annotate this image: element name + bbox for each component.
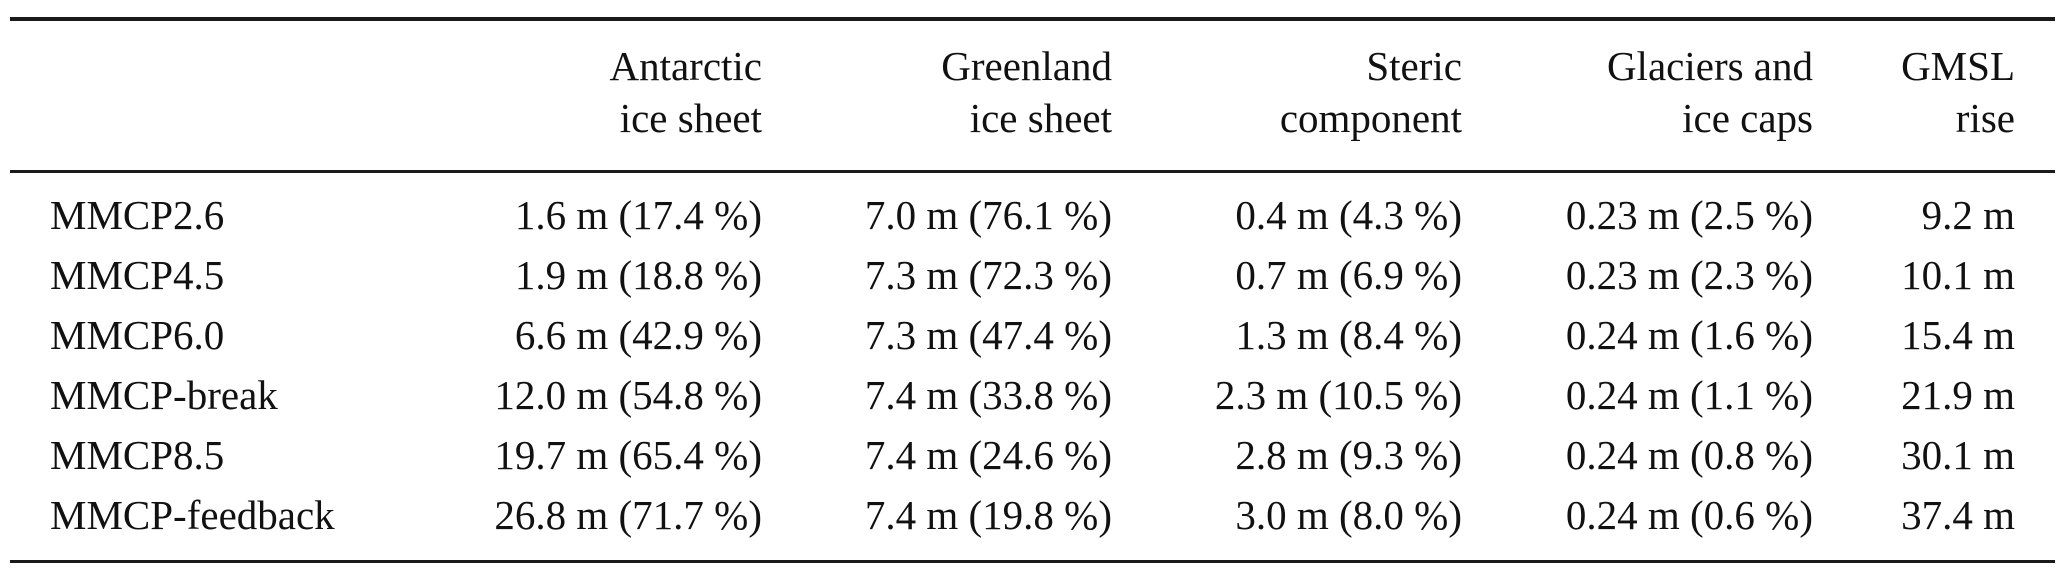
gmsl-cell: 37.4 m (1901, 492, 2015, 538)
glaciers-cell: 0.24 m (1.1 %) (1565, 372, 1813, 418)
header-pad (2015, 21, 2055, 170)
table-row: MMCP4.5 1.9 m (18.8 %) 7.3 m (72.3 %) 0.… (10, 245, 2055, 305)
bottom-rule (10, 560, 2055, 563)
glaciers-cell: 0.23 m (2.5 %) (1565, 192, 1813, 238)
antarctic-cell: 6.6 m (42.9 %) (514, 312, 762, 358)
glaciers-cell: 0.23 m (2.3 %) (1565, 252, 1813, 298)
glaciers-cell: 0.24 m (0.6 %) (1565, 492, 1813, 538)
greenland-cell: 7.3 m (72.3 %) (864, 252, 1112, 298)
greenland-cell: 7.3 m (47.4 %) (864, 312, 1112, 358)
header-steric: Steric component (1279, 43, 1462, 141)
scenario-cell: MMCP8.5 (50, 432, 225, 478)
header-greenland: Greenland ice sheet (941, 43, 1112, 141)
table-row: MMCP6.0 6.6 m (42.9 %) 7.3 m (47.4 %) 1.… (10, 305, 2055, 365)
header-antarctic: Antarctic ice sheet (609, 43, 762, 141)
gmsl-cell: 30.1 m (1901, 432, 2015, 478)
scenario-cell: MMCP-feedback (50, 492, 335, 538)
gmsl-cell: 21.9 m (1901, 372, 2015, 418)
table-row: MMCP2.6 1.6 m (17.4 %) 7.0 m (76.1 %) 0.… (10, 170, 2055, 245)
glaciers-cell: 0.24 m (1.6 %) (1565, 312, 1813, 358)
sea-level-contribution-table: Antarctic ice sheet Greenland ice sheet … (10, 21, 2055, 545)
greenland-cell: 7.4 m (33.8 %) (864, 372, 1112, 418)
scenario-cell: MMCP6.0 (50, 312, 225, 358)
steric-cell: 2.3 m (10.5 %) (1214, 372, 1462, 418)
antarctic-cell: 1.9 m (18.8 %) (514, 252, 762, 298)
steric-cell: 0.4 m (4.3 %) (1235, 192, 1462, 238)
glaciers-cell: 0.24 m (0.8 %) (1565, 432, 1813, 478)
gmsl-cell: 15.4 m (1901, 312, 2015, 358)
scenario-cell: MMCP2.6 (50, 192, 225, 238)
top-rule (10, 17, 2055, 21)
steric-cell: 2.8 m (9.3 %) (1235, 432, 1462, 478)
antarctic-cell: 26.8 m (71.7 %) (494, 492, 762, 538)
header-gmsl: GMSL rise (1901, 43, 2015, 141)
scenario-cell: MMCP-break (50, 372, 278, 418)
gmsl-cell: 9.2 m (1921, 192, 2015, 238)
greenland-cell: 7.4 m (19.8 %) (864, 492, 1112, 538)
scenario-cell: MMCP4.5 (50, 252, 225, 298)
table-row: MMCP-feedback 26.8 m (71.7 %) 7.4 m (19.… (10, 485, 2055, 545)
header-glaciers: Glaciers and ice caps (1606, 43, 1813, 141)
table-row: MMCP-break 12.0 m (54.8 %) 7.4 m (33.8 %… (10, 365, 2055, 425)
header-scenario (10, 21, 330, 170)
header-rule (10, 170, 2055, 173)
steric-cell: 0.7 m (6.9 %) (1235, 252, 1462, 298)
header-row: Antarctic ice sheet Greenland ice sheet … (10, 21, 2055, 170)
antarctic-cell: 12.0 m (54.8 %) (494, 372, 762, 418)
antarctic-cell: 1.6 m (17.4 %) (514, 192, 762, 238)
greenland-cell: 7.0 m (76.1 %) (864, 192, 1112, 238)
steric-cell: 1.3 m (8.4 %) (1235, 312, 1462, 358)
greenland-cell: 7.4 m (24.6 %) (864, 432, 1112, 478)
table-row: MMCP8.5 19.7 m (65.4 %) 7.4 m (24.6 %) 2… (10, 425, 2055, 485)
antarctic-cell: 19.7 m (65.4 %) (494, 432, 762, 478)
gmsl-cell: 10.1 m (1901, 252, 2015, 298)
steric-cell: 3.0 m (8.0 %) (1235, 492, 1462, 538)
